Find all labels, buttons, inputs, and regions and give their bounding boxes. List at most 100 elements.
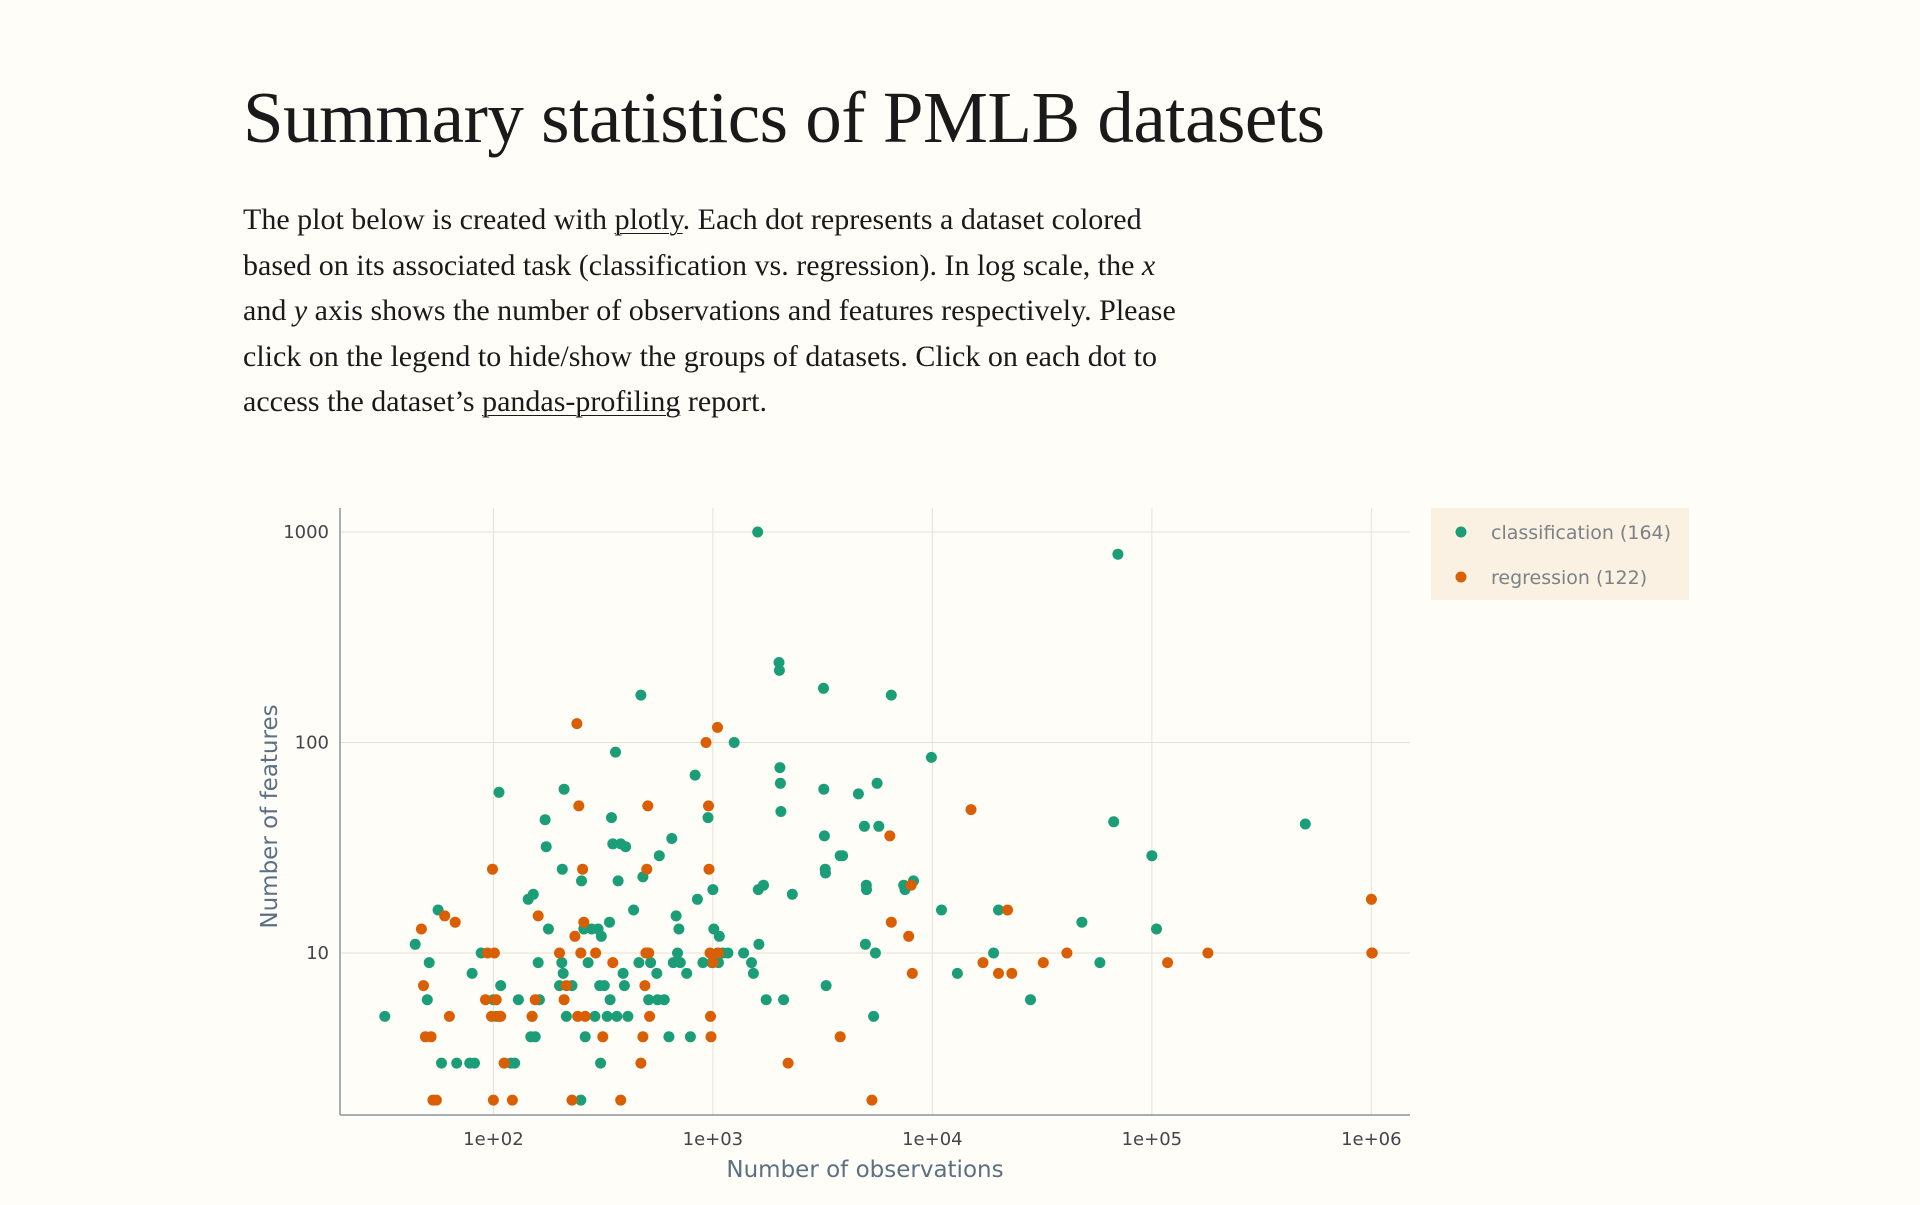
regression-point[interactable]	[439, 910, 451, 922]
regression-point[interactable]	[993, 967, 1004, 979]
classification-point[interactable]	[859, 938, 871, 950]
classification-point[interactable]	[773, 657, 785, 668]
regression-point[interactable]	[713, 947, 724, 959]
classification-point[interactable]	[666, 833, 678, 844]
classification-point[interactable]	[1108, 816, 1120, 828]
regression-point[interactable]	[418, 980, 429, 992]
classification-point[interactable]	[423, 957, 435, 969]
classification-point[interactable]	[618, 980, 630, 992]
regression-point[interactable]	[642, 800, 654, 812]
classification-point[interactable]	[598, 980, 610, 992]
classification-point[interactable]	[707, 884, 719, 896]
classification-point[interactable]	[589, 1010, 601, 1022]
classification-point[interactable]	[988, 947, 1000, 959]
regression-point[interactable]	[704, 947, 716, 959]
regression-point[interactable]	[487, 1094, 499, 1106]
regression-point[interactable]	[703, 863, 715, 875]
regression-point[interactable]	[641, 863, 653, 875]
classification-point[interactable]	[557, 967, 569, 979]
regression-point[interactable]	[906, 967, 918, 979]
classification-point[interactable]	[560, 1010, 572, 1022]
regression-point[interactable]	[1202, 947, 1214, 959]
regression-point[interactable]	[705, 1031, 717, 1043]
classification-point[interactable]	[1112, 548, 1124, 560]
classification-point[interactable]	[722, 947, 734, 959]
classification-point[interactable]	[747, 967, 759, 979]
classification-point[interactable]	[635, 689, 647, 701]
legend-marker[interactable]	[1455, 571, 1467, 583]
regression-point[interactable]	[575, 947, 587, 959]
classification-point[interactable]	[529, 1031, 541, 1043]
classification-point[interactable]	[689, 769, 701, 781]
classification-point[interactable]	[993, 904, 1004, 916]
classification-point[interactable]	[604, 916, 615, 928]
regression-point[interactable]	[573, 800, 585, 812]
classification-point[interactable]	[558, 783, 570, 795]
classification-point[interactable]	[858, 820, 870, 832]
regression-point[interactable]	[529, 994, 541, 1006]
regression-point[interactable]	[430, 1094, 442, 1106]
classification-point[interactable]	[436, 1057, 447, 1069]
classification-point[interactable]	[540, 841, 552, 853]
classification-point[interactable]	[622, 1010, 634, 1022]
regression-point[interactable]	[480, 994, 491, 1006]
legend-label[interactable]: regression (122)	[1491, 567, 1647, 589]
classification-point[interactable]	[1025, 994, 1036, 1006]
classification-point[interactable]	[1076, 916, 1088, 928]
regression-point[interactable]	[1002, 904, 1013, 916]
regression-point[interactable]	[449, 916, 461, 928]
regression-point[interactable]	[834, 1031, 846, 1043]
regression-point[interactable]	[885, 916, 897, 928]
classification-point[interactable]	[951, 967, 963, 979]
classification-point[interactable]	[713, 930, 725, 942]
classification-point[interactable]	[658, 994, 670, 1006]
plotly-link[interactable]: plotly	[614, 203, 683, 236]
regression-point[interactable]	[425, 1031, 437, 1043]
classification-point[interactable]	[1094, 957, 1106, 969]
classification-point[interactable]	[852, 788, 864, 800]
classification-point[interactable]	[728, 737, 740, 748]
regression-point[interactable]	[1061, 947, 1073, 959]
classification-point[interactable]	[697, 957, 709, 969]
classification-point[interactable]	[601, 1010, 613, 1022]
regression-point[interactable]	[526, 1010, 538, 1022]
classification-point[interactable]	[861, 884, 872, 896]
pandas-profiling-link[interactable]: pandas-profiling	[482, 385, 681, 418]
classification-point[interactable]	[773, 664, 785, 676]
regression-point[interactable]	[707, 957, 719, 969]
classification-point[interactable]	[885, 689, 897, 701]
regression-point[interactable]	[490, 994, 502, 1006]
classification-point[interactable]	[1299, 818, 1311, 830]
regression-point[interactable]	[443, 1010, 455, 1022]
classification-point[interactable]	[611, 1010, 623, 1022]
classification-point[interactable]	[778, 994, 790, 1006]
regression-point[interactable]	[532, 910, 544, 922]
regression-point[interactable]	[700, 737, 712, 748]
regression-point[interactable]	[905, 879, 917, 891]
classification-point[interactable]	[643, 994, 655, 1006]
classification-point[interactable]	[527, 888, 539, 900]
classification-point[interactable]	[612, 875, 624, 887]
classification-point[interactable]	[837, 850, 849, 862]
regression-point[interactable]	[635, 1057, 647, 1069]
classification-point[interactable]	[774, 777, 786, 789]
regression-point[interactable]	[498, 1057, 510, 1069]
classification-point[interactable]	[509, 1057, 521, 1069]
classification-point[interactable]	[1146, 850, 1158, 862]
regression-point[interactable]	[578, 916, 590, 928]
classification-point[interactable]	[606, 812, 617, 824]
regression-point[interactable]	[554, 947, 565, 959]
classification-point[interactable]	[663, 1031, 675, 1043]
regression-point[interactable]	[415, 923, 427, 935]
classification-point[interactable]	[760, 994, 772, 1006]
classification-point[interactable]	[873, 820, 885, 832]
regression-point[interactable]	[782, 1057, 794, 1069]
regression-point[interactable]	[495, 1010, 507, 1022]
regression-point[interactable]	[607, 957, 619, 969]
classification-point[interactable]	[495, 980, 507, 992]
regression-point[interactable]	[577, 863, 589, 875]
regression-point[interactable]	[566, 1094, 578, 1106]
classification-point[interactable]	[604, 994, 616, 1006]
classification-point[interactable]	[674, 957, 686, 969]
legend[interactable]: classification (164) regression (122)	[1431, 508, 1689, 600]
